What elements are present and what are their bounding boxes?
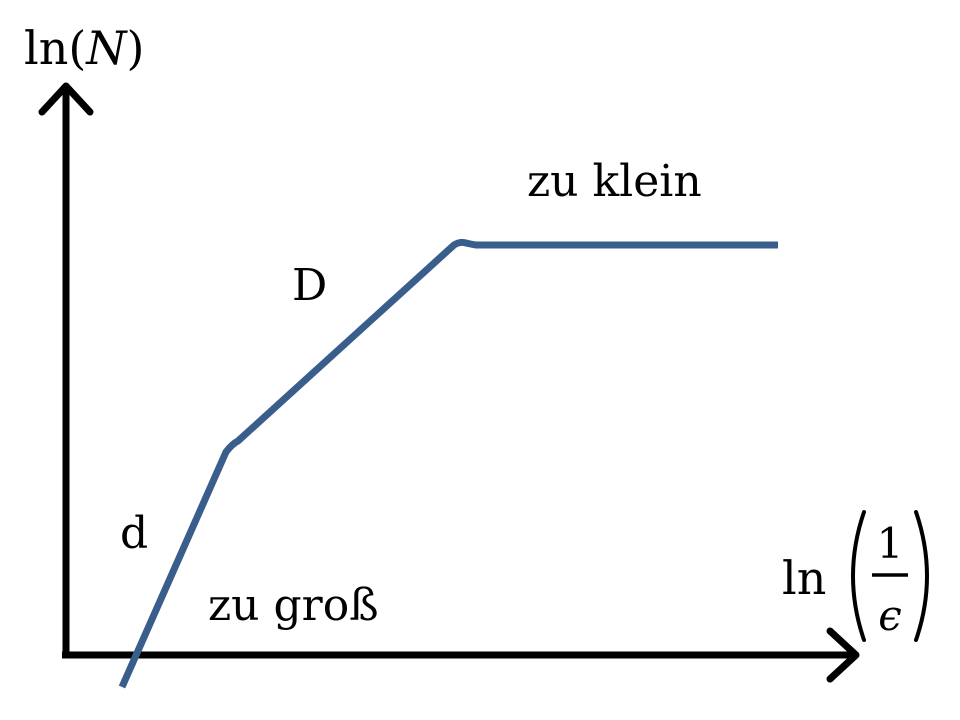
x-axis-arrowhead (826, 627, 860, 683)
y-axis (38, 82, 94, 657)
x-axis (62, 627, 860, 683)
label-small-d: d (120, 508, 148, 559)
y-axis-label-open-paren: ( (68, 21, 86, 75)
x-axis-label-func: ln (782, 551, 826, 605)
y-axis-label-close-paren: ) (127, 21, 145, 75)
y-axis-label: ln(N) (24, 21, 145, 75)
label-zu-gross: zu groß (208, 580, 379, 631)
x-axis-label-numerator: 1 (877, 519, 904, 568)
x-axis-label-right-bracket (914, 510, 929, 642)
label-big-d: D (292, 260, 327, 311)
y-axis-label-variable: N (85, 21, 128, 75)
x-axis-label-left-bracket (851, 510, 866, 642)
x-axis-label: ln 1 ϵ (782, 510, 929, 642)
x-axis-label-denominator: ϵ (878, 591, 902, 640)
scaling-curve (118, 238, 778, 689)
y-axis-label-func: ln (24, 21, 68, 75)
y-axis-arrowhead (38, 82, 94, 116)
label-zu-klein: zu klein (527, 156, 702, 207)
